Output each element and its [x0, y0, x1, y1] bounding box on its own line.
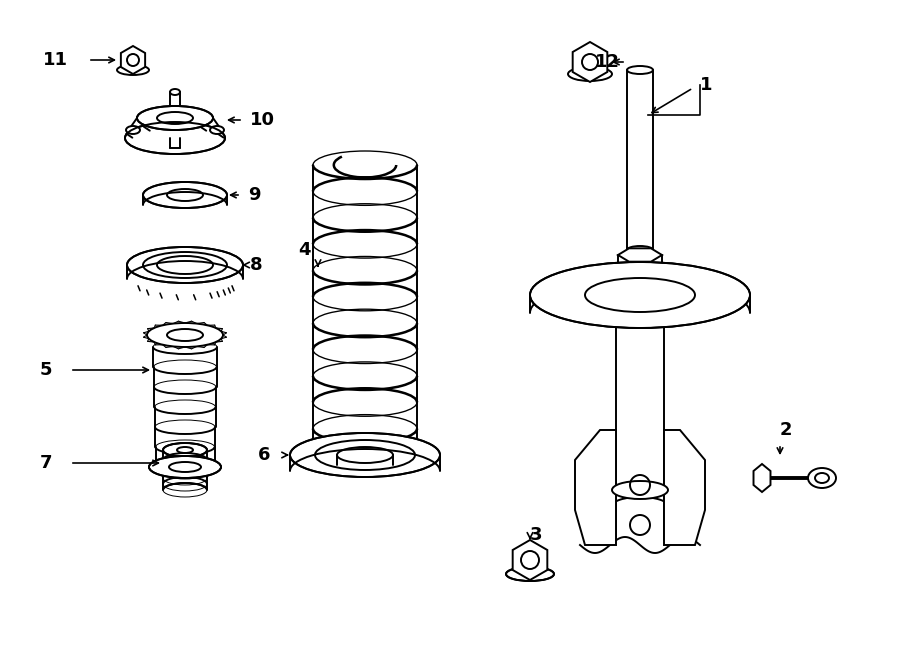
Ellipse shape	[808, 468, 836, 488]
Text: 3: 3	[530, 526, 543, 544]
Ellipse shape	[627, 246, 653, 254]
Ellipse shape	[612, 481, 668, 499]
Ellipse shape	[137, 106, 213, 130]
Text: 11: 11	[43, 51, 68, 69]
Ellipse shape	[290, 433, 440, 477]
Ellipse shape	[568, 67, 612, 81]
Text: 10: 10	[250, 111, 275, 129]
Polygon shape	[675, 465, 685, 500]
Text: 9: 9	[248, 186, 260, 204]
Polygon shape	[572, 42, 608, 82]
Polygon shape	[595, 465, 605, 500]
Ellipse shape	[125, 122, 225, 154]
Text: 8: 8	[250, 256, 263, 274]
Polygon shape	[121, 46, 145, 74]
Polygon shape	[664, 430, 705, 545]
Ellipse shape	[530, 262, 750, 328]
Text: 4: 4	[299, 241, 311, 259]
Ellipse shape	[627, 66, 653, 74]
Ellipse shape	[163, 443, 207, 457]
Ellipse shape	[147, 323, 223, 347]
Text: 2: 2	[780, 421, 793, 439]
Polygon shape	[618, 249, 662, 262]
Ellipse shape	[210, 126, 224, 134]
Ellipse shape	[127, 247, 243, 283]
Text: 6: 6	[257, 446, 270, 464]
Text: 7: 7	[40, 454, 52, 472]
Text: 1: 1	[700, 76, 713, 94]
Text: 12: 12	[595, 53, 620, 71]
Ellipse shape	[506, 567, 554, 581]
Ellipse shape	[126, 126, 140, 134]
Ellipse shape	[170, 89, 180, 95]
Text: 5: 5	[40, 361, 52, 379]
Ellipse shape	[149, 456, 221, 478]
Ellipse shape	[143, 182, 227, 208]
Polygon shape	[575, 430, 616, 545]
Polygon shape	[513, 540, 547, 580]
Ellipse shape	[117, 65, 149, 75]
Polygon shape	[753, 464, 770, 492]
